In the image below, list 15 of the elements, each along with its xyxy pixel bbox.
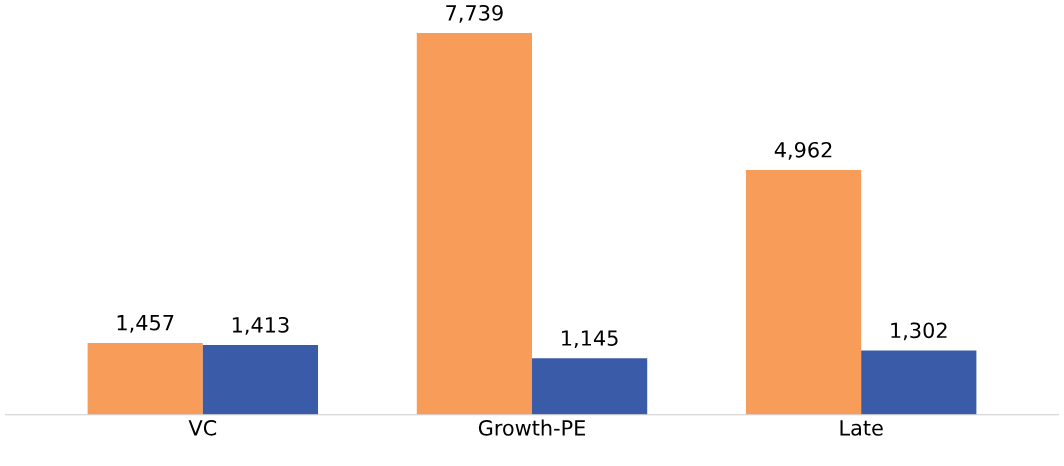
x-tick-label: Growth-PE [478, 419, 585, 436]
data-label: 4,962 [774, 141, 832, 160]
bar [745, 170, 862, 415]
bar [861, 350, 977, 415]
data-label: 1,457 [117, 315, 174, 333]
bar [202, 345, 319, 415]
bar [416, 33, 532, 415]
data-label: 1,145 [562, 330, 618, 349]
data-label: 1,302 [891, 322, 947, 341]
x-tick-label: Late [840, 420, 883, 436]
data-label: 1,413 [232, 316, 289, 335]
bar [532, 358, 648, 415]
bar [87, 342, 203, 415]
data-label: 7,739 [446, 4, 503, 23]
x-tick-label: VC [188, 419, 217, 436]
